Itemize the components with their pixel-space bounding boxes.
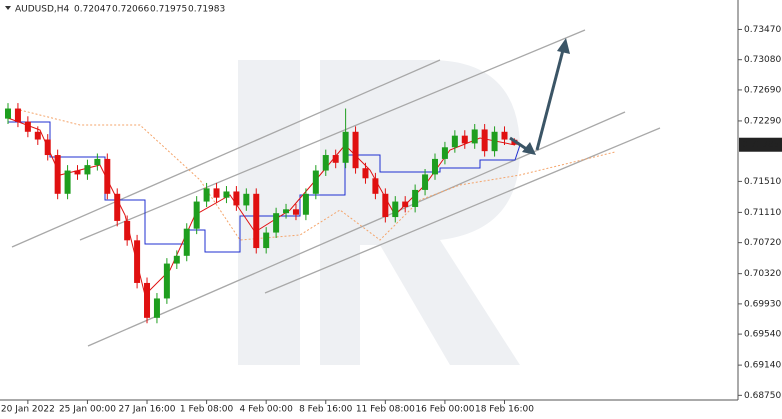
candle-body bbox=[441, 147, 448, 159]
candle-body bbox=[193, 201, 200, 229]
y-tick-label: 0.68750 bbox=[744, 391, 781, 401]
forecast-arrow bbox=[509, 38, 570, 155]
candle-body bbox=[273, 213, 280, 233]
x-tick-label: 16 Feb 00:00 bbox=[415, 405, 474, 415]
price-label-bg bbox=[739, 137, 782, 152]
candle-body bbox=[402, 201, 409, 207]
candle-body bbox=[74, 170, 81, 175]
x-tick-label: 18 Feb 16:00 bbox=[475, 405, 534, 415]
candle-body bbox=[392, 201, 399, 218]
candle-body bbox=[451, 135, 458, 148]
header-high: 0.72066 bbox=[112, 5, 149, 15]
x-tick-label: 4 Feb 00:00 bbox=[240, 405, 294, 415]
candle-body bbox=[412, 189, 419, 207]
candle-body bbox=[183, 228, 190, 256]
candle-body bbox=[213, 188, 220, 198]
candle-body bbox=[173, 255, 180, 264]
kijun-line bbox=[8, 121, 521, 253]
candle-body bbox=[501, 131, 508, 140]
candle-body bbox=[461, 135, 468, 144]
y-tick-label: 0.69930 bbox=[744, 299, 781, 309]
y-tick-label: 0.72690 bbox=[744, 85, 781, 95]
y-tick-label: 0.71510 bbox=[744, 177, 781, 187]
header-low: 0.71975 bbox=[150, 5, 187, 15]
candle-body bbox=[34, 131, 41, 140]
candle-body bbox=[44, 139, 51, 156]
candle-body bbox=[14, 108, 21, 122]
candle-body bbox=[114, 193, 121, 221]
candle-body bbox=[382, 193, 389, 218]
x-tick-label: 8 Feb 16:00 bbox=[299, 405, 353, 415]
candle-body bbox=[263, 232, 270, 249]
y-tick-label: 0.73080 bbox=[744, 55, 781, 65]
x-tick-label: 20 Jan 2022 bbox=[1, 405, 55, 415]
candle-body bbox=[352, 131, 359, 169]
candle-body bbox=[104, 158, 111, 194]
candle-body bbox=[144, 282, 151, 318]
header-close: 0.71983 bbox=[188, 5, 225, 15]
candle-body bbox=[84, 165, 91, 175]
y-tick-label: 0.69540 bbox=[744, 330, 781, 340]
candle-body bbox=[134, 240, 141, 283]
y-tick-label: 0.70720 bbox=[744, 238, 781, 248]
y-tick-label: 0.73470 bbox=[744, 25, 781, 35]
candle-body bbox=[124, 220, 131, 241]
candle-body bbox=[491, 131, 498, 152]
header-open: 0.72047 bbox=[74, 5, 111, 15]
y-tick-label: 0.70320 bbox=[744, 269, 781, 279]
candle-body bbox=[471, 129, 478, 144]
candle-body bbox=[233, 191, 240, 206]
x-tick-label: 25 Jan 00:00 bbox=[59, 405, 116, 415]
candle-body bbox=[302, 193, 309, 215]
trend-lines bbox=[11, 29, 661, 347]
candle-body bbox=[243, 193, 250, 206]
candle-body bbox=[292, 209, 299, 215]
candle-body bbox=[322, 155, 329, 171]
candle-body bbox=[24, 121, 31, 132]
y-tick-label: 0.71110 bbox=[744, 208, 781, 218]
price-label: 0.71983 bbox=[742, 140, 779, 150]
candle-body bbox=[481, 129, 488, 152]
candle-body bbox=[422, 174, 429, 190]
candle-body bbox=[372, 178, 379, 194]
candle-body bbox=[5, 108, 11, 119]
logo bbox=[238, 60, 520, 365]
candle-body bbox=[431, 158, 438, 175]
x-tick-label: 1 Feb 08:00 bbox=[180, 405, 234, 415]
candle-body bbox=[163, 263, 170, 299]
candle-body bbox=[223, 191, 230, 198]
x-tick-label: 11 Feb 08:00 bbox=[356, 405, 415, 415]
y-tick-label: 0.72290 bbox=[744, 116, 781, 126]
candle-body bbox=[332, 155, 339, 163]
candle-body bbox=[342, 131, 349, 163]
y-tick-label: 0.69140 bbox=[744, 361, 781, 371]
candle-body bbox=[312, 170, 319, 194]
candle-body bbox=[362, 168, 369, 179]
candle-body bbox=[64, 170, 71, 194]
candle-body bbox=[94, 158, 101, 166]
candle-body bbox=[283, 209, 290, 214]
candle-body bbox=[253, 193, 260, 249]
candle-body bbox=[153, 298, 160, 318]
candle-body bbox=[54, 155, 61, 194]
chart-title: AUDUSD,H4 bbox=[15, 5, 70, 15]
candle-body bbox=[203, 188, 210, 202]
x-tick-label: 27 Jan 16:00 bbox=[119, 405, 176, 415]
menu-triangle[interactable] bbox=[5, 6, 11, 10]
